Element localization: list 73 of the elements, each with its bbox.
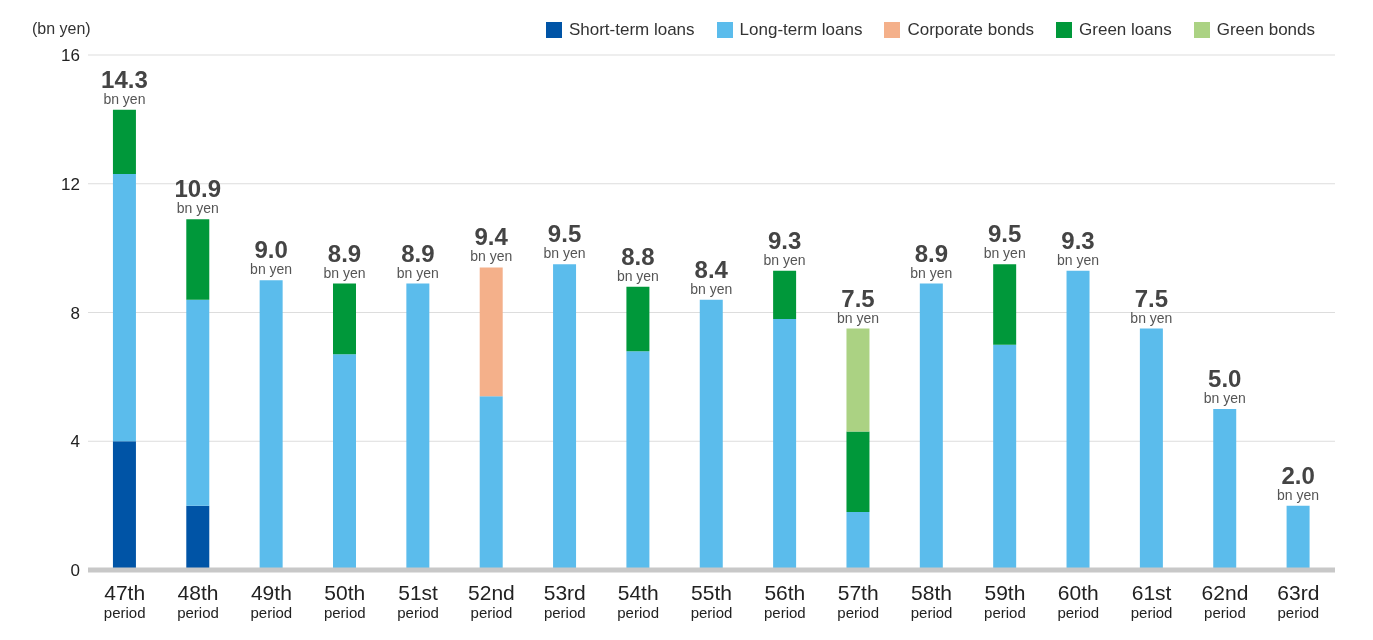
bar (112, 441, 136, 570)
bar (846, 328, 870, 432)
bar (259, 280, 283, 570)
bar (699, 299, 723, 570)
y-axis-title: (bn yen) (32, 20, 91, 38)
total-label: 10.9 bn yen (174, 175, 222, 217)
legend-label: Green loans (1078, 20, 1172, 40)
total-label: 9.3 bn yen (763, 226, 806, 268)
bar (846, 431, 870, 513)
bar (919, 283, 943, 570)
y-tick-label: 8 (70, 303, 80, 323)
legend-label: Corporate bonds (906, 20, 1035, 40)
bar (1213, 409, 1237, 570)
x-tick-label: 59th period (984, 581, 1026, 621)
x-tick-label: 62nd period (1201, 581, 1249, 621)
total-label: 8.4 bn yen (690, 255, 733, 297)
total-label: 8.9 bn yen (323, 239, 366, 281)
legend-label: Green bonds (1215, 20, 1315, 40)
bar (553, 264, 577, 570)
total-label: 9.3 bn yen (1057, 226, 1100, 268)
x-tick-label: 51st period (397, 581, 439, 621)
bar (1286, 505, 1310, 570)
total-label: 7.5 bn yen (1130, 284, 1173, 326)
legend-label: Short-term loans (567, 20, 695, 40)
bar (773, 270, 797, 319)
x-tick-label: 63rd period (1277, 581, 1320, 621)
x-tick-label: 54th period (617, 581, 659, 621)
x-tick-label: 52nd period (468, 581, 515, 621)
x-tick-label: 53rd period (543, 581, 586, 621)
bar (406, 283, 430, 570)
bar (112, 109, 136, 175)
total-label: 5.0 bn yen (1203, 365, 1246, 407)
total-label: 9.4 bn yen (470, 223, 513, 265)
total-label: 9.5 bn yen (983, 220, 1026, 262)
x-tick-label: 49th period (250, 581, 293, 621)
bar (479, 396, 503, 570)
x-tick-label: 55th period (690, 581, 733, 621)
total-label: 8.9 bn yen (910, 239, 953, 281)
bar (186, 219, 210, 300)
x-tick-label: 48th period (177, 581, 219, 621)
total-label: 9.5 bn yen (543, 220, 586, 262)
total-label: 8.9 bn yen (396, 239, 439, 281)
bar (773, 318, 797, 570)
bar (479, 267, 503, 397)
bar (333, 354, 356, 570)
x-tick-label: 56th period (764, 581, 806, 621)
bar (626, 286, 650, 352)
bar (1066, 270, 1090, 570)
legend-label: Long-term loans (738, 20, 863, 40)
total-label: 2.0 bn yen (1277, 461, 1320, 503)
y-tick-label: 16 (61, 46, 80, 66)
x-tick-label: 61st period (1130, 581, 1173, 621)
bar (993, 264, 1017, 345)
bar (186, 505, 210, 570)
total-label: 14.3 bn yen (101, 65, 148, 107)
bar (993, 344, 1017, 570)
total-label: 8.8 bn yen (616, 242, 659, 284)
y-tick-label: 12 (61, 174, 80, 194)
bar (626, 351, 650, 570)
bar (846, 512, 870, 570)
bar (112, 174, 136, 442)
x-tick-label: 58th period (910, 581, 953, 621)
x-tick-label: 47th period (103, 581, 146, 621)
total-label: 9.0 bn yen (250, 236, 293, 278)
total-label: 7.5 bn yen (836, 284, 879, 326)
x-tick-label: 50th period (323, 581, 366, 621)
bar (1139, 328, 1163, 570)
bar (333, 283, 356, 355)
x-tick-label: 60th period (1057, 581, 1100, 621)
y-tick-label: 4 (70, 432, 80, 452)
bar (186, 299, 210, 506)
y-tick-label: 0 (70, 561, 80, 581)
x-tick-label: 57th period (837, 581, 880, 621)
